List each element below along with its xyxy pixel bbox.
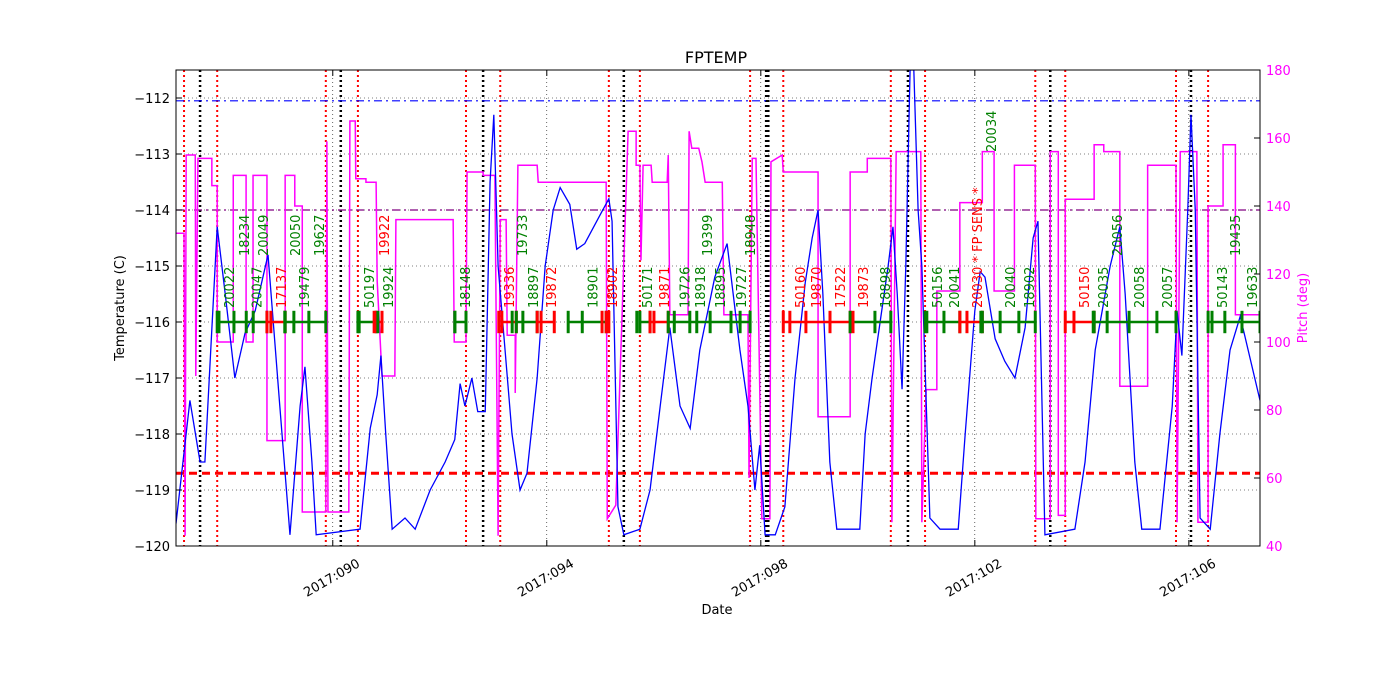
y-tick-label: −120 [134, 540, 170, 555]
mask-left [0, 0, 176, 700]
mask-top [0, 0, 1400, 70]
obsid-label: 20049 [257, 215, 272, 256]
obsid-label: 19872 [545, 267, 560, 308]
obsid-label: 19727 [735, 267, 750, 308]
obsid-label: 18895 [714, 267, 729, 308]
y-tick-label: −118 [134, 428, 170, 443]
obsid-label: 19435 [1229, 215, 1244, 256]
y-tick-label: −119 [134, 484, 170, 499]
obsid-label: 19726 [678, 267, 693, 308]
obsid-label: 18902 [606, 267, 621, 308]
y2-tick-label: 140 [1266, 200, 1291, 215]
obsid-label: 19733 [516, 215, 531, 256]
obsid-label: 20047 [250, 267, 265, 308]
y2-tick-label: 100 [1266, 336, 1291, 351]
obsid-label: 19870 [810, 267, 825, 308]
obsid-label: 18897 [527, 267, 542, 308]
obsid-label: 18902 [1023, 267, 1038, 308]
pitch-series [176, 120, 1260, 536]
obsid-label: 19922 [378, 215, 393, 256]
y2-axis-label: Pitch (deg) [1296, 273, 1311, 343]
obsid-label: 18918 [694, 267, 709, 308]
y2-tick-label: 120 [1266, 268, 1291, 283]
y2-tick-label: 160 [1266, 132, 1291, 147]
x-axis-label: Date [701, 603, 732, 618]
obsid-label: 50150 [1078, 267, 1093, 308]
chart-title: FPTEMP [685, 48, 748, 67]
y2-tick-label: 60 [1266, 472, 1283, 487]
obsid-label: 17137 [275, 267, 290, 308]
obsid-label: 17522 [834, 267, 849, 308]
obsid-label: 19924 [382, 267, 397, 308]
obsid-label: 19627 [313, 215, 328, 256]
obsid-label: 19871 [658, 267, 673, 308]
obsid-label: 19479 [298, 267, 313, 308]
mask-bottom [0, 546, 1400, 700]
obsid-label: 50156 [931, 267, 946, 308]
plot-frame [175, 69, 1261, 547]
obsid-label: 50160 [794, 267, 809, 308]
obsid-label: 18148 [459, 267, 474, 308]
temperature-series [175, 69, 1261, 536]
obsid-label: 20022 [223, 267, 238, 308]
obsid-label: 20041 [948, 267, 963, 308]
obsid-label: 18948 [744, 215, 759, 256]
obsid-label: 50143 [1216, 267, 1231, 308]
obsid-label: 18901 [586, 267, 601, 308]
y-tick-label: −112 [134, 92, 170, 107]
obsid-label: 19336 [503, 267, 518, 308]
obsid-label: 19873 [857, 267, 872, 308]
obsid-label: 50171 [641, 267, 656, 308]
y-tick-label: −113 [134, 148, 170, 163]
y-axis-label: Temperature (C) [113, 255, 128, 362]
y-tick-label: −117 [134, 372, 170, 387]
y-tick-label: −114 [134, 204, 170, 219]
obsid-label: 19399 [701, 215, 716, 256]
obsid-label: 20056 [1111, 215, 1126, 256]
y2-tick-label: 40 [1266, 540, 1283, 555]
obsid-label: 20057 [1161, 267, 1176, 308]
obsid-label: 20034 [985, 111, 1000, 152]
y-tick-label: −116 [134, 316, 170, 331]
obsid-label: 20058 [1133, 267, 1148, 308]
obsid-label: 20050 [289, 215, 304, 256]
obsid-label: 20030 * FP SENS * [971, 187, 986, 308]
obsid-label: 18234 [238, 215, 253, 256]
mask-right [1260, 0, 1400, 700]
y-tick-label: −115 [134, 260, 170, 275]
obsid-label: 20035 [1097, 267, 1112, 308]
obsid-label: 20040 [1004, 267, 1019, 308]
obsid-label: 50197 [363, 267, 378, 308]
obsid-label: 18898 [879, 267, 894, 308]
y2-tick-label: 180 [1266, 64, 1291, 79]
y2-tick-label: 80 [1266, 404, 1283, 419]
obsid-label: 19633 [1246, 267, 1261, 308]
